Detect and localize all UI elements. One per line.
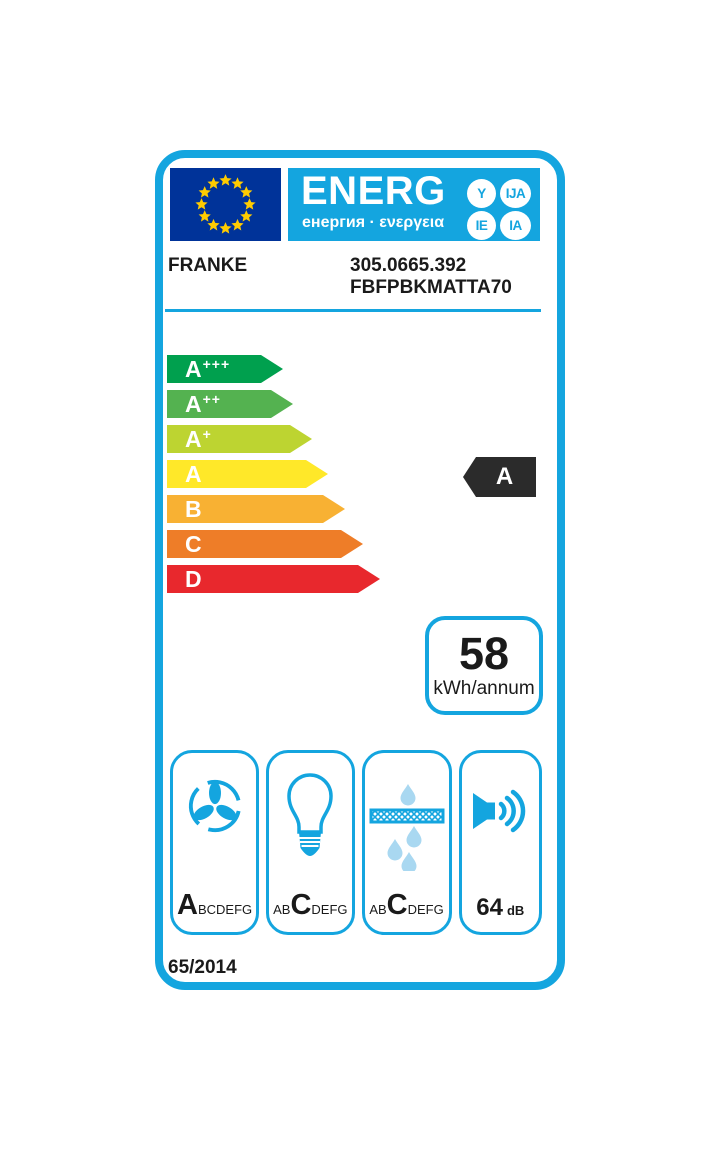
lighting-grade-row: AB C DEFG xyxy=(273,891,347,920)
class-letter: B xyxy=(185,496,202,522)
model-line1: 305.0665.392 xyxy=(350,255,467,276)
noise-value: 64 xyxy=(476,894,503,921)
grease-filtering-efficiency-box: AB C DEFG xyxy=(361,750,452,935)
scale-arrow: C xyxy=(167,530,363,558)
annual-energy-unit: kWh/annum xyxy=(433,677,535,699)
suffix-bubble: Y xyxy=(467,179,496,208)
grease-filter-icon xyxy=(369,784,445,871)
lighting-grade: C xyxy=(290,889,312,921)
noise-unit: dB xyxy=(506,903,525,918)
class-plus: ++ xyxy=(202,391,221,407)
class-letter: C xyxy=(185,531,202,557)
energ-wordmark: ENERG xyxy=(301,169,446,213)
rating-arrow: A xyxy=(463,457,536,497)
noise-box: 64 dB xyxy=(458,750,542,935)
model-identifier: 305.0665.392 FBFPBKMATTA70 xyxy=(350,255,512,299)
energ-banner: ENERG енергия · ενεργεια Y IJA IE IA xyxy=(288,168,540,241)
eu-flag xyxy=(170,168,281,241)
annual-energy-value: 58 xyxy=(458,627,510,679)
class-plus: + xyxy=(202,426,212,442)
class-letter: A xyxy=(185,461,202,487)
annual-energy-box: 58 kWh/annum xyxy=(425,616,543,715)
scale-arrow: A ++ xyxy=(167,390,293,418)
rating-letter: A xyxy=(495,463,514,490)
class-letter: A xyxy=(185,391,202,417)
energy-label: ENERG енергия · ενεργεια Y IJA IE IA FRA… xyxy=(155,150,565,990)
fan-icon xyxy=(188,779,241,833)
lighting-grade-prefix: AB xyxy=(273,902,291,917)
lighting-grade-suffix: DEFG xyxy=(311,902,348,917)
efficiency-scale: A +++ A ++ A + A B C D xyxy=(167,355,380,600)
language-suffix-bubbles: Y IJA IE IA xyxy=(467,179,531,240)
class-letter: A xyxy=(185,426,202,452)
model-line2: FBFPBKMATTA70 xyxy=(350,277,512,298)
suffix-bubble: IJA xyxy=(500,179,531,208)
regulation-number: 65/2014 xyxy=(168,957,237,978)
scale-arrow: A xyxy=(167,460,328,488)
grease-grade-row: AB C DEFG xyxy=(369,891,443,920)
suffix-bubble: IA xyxy=(500,211,531,240)
scale-arrow: A +++ xyxy=(167,355,283,383)
grease-grade-prefix: AB xyxy=(369,902,387,917)
class-letter: A xyxy=(185,356,202,382)
class-letter: D xyxy=(185,566,202,592)
suffix-bubble: IE xyxy=(467,211,496,240)
scale-arrow: B xyxy=(167,495,345,523)
class-plus: +++ xyxy=(202,356,231,372)
scale-arrow: A + xyxy=(167,425,312,453)
fan-grade: A xyxy=(177,889,198,921)
energ-subtitle: енергия · ενεργεια xyxy=(302,214,445,231)
noise-value-row: 64 dB xyxy=(476,896,524,920)
noise-icon xyxy=(473,789,526,833)
fan-grade-suffix: BCDEFG xyxy=(197,902,253,917)
fluid-dynamic-efficiency-box: A BCDEFG xyxy=(170,750,260,935)
header-divider xyxy=(165,309,541,312)
lighting-efficiency-box: AB C DEFG xyxy=(266,750,355,935)
grease-grade-suffix: DEFG xyxy=(407,902,444,917)
brand-name: FRANKE xyxy=(168,255,248,276)
grease-grade: C xyxy=(386,889,408,921)
lightbulb-icon xyxy=(287,773,334,856)
scale-arrow: D xyxy=(167,565,380,593)
pictogram-row: A BCDEFG AB C DEFG xyxy=(170,750,542,935)
fan-grade-row: A BCDEFG xyxy=(177,891,252,920)
